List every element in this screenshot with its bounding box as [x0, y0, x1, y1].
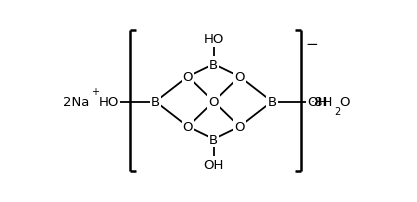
Text: ·8H: ·8H — [311, 96, 333, 108]
Text: B: B — [209, 58, 218, 71]
Text: O: O — [339, 96, 349, 108]
Text: B: B — [151, 96, 160, 108]
Text: −: − — [306, 37, 319, 52]
Text: O: O — [183, 120, 193, 133]
Text: O: O — [234, 71, 245, 84]
Text: B: B — [209, 133, 218, 146]
Text: O: O — [208, 96, 219, 108]
Text: OH: OH — [203, 158, 224, 171]
Text: 2: 2 — [334, 106, 340, 116]
Text: HO: HO — [98, 96, 119, 108]
Text: HO: HO — [203, 33, 224, 46]
Text: B: B — [267, 96, 276, 108]
Text: +: + — [91, 86, 99, 96]
Text: 2Na: 2Na — [63, 96, 90, 108]
Text: O: O — [183, 71, 193, 84]
Text: OH: OH — [307, 96, 327, 108]
Text: O: O — [234, 120, 245, 133]
